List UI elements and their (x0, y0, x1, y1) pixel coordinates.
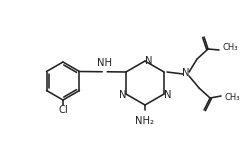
Text: N: N (145, 55, 152, 66)
Text: CH₃: CH₃ (222, 44, 238, 52)
Text: N: N (164, 89, 171, 99)
Text: N: N (182, 68, 190, 78)
Text: Cl: Cl (58, 105, 68, 115)
Text: CH₃: CH₃ (224, 93, 240, 101)
Text: N: N (119, 89, 126, 99)
Text: NH₂: NH₂ (136, 116, 154, 126)
Text: NH: NH (97, 58, 112, 68)
